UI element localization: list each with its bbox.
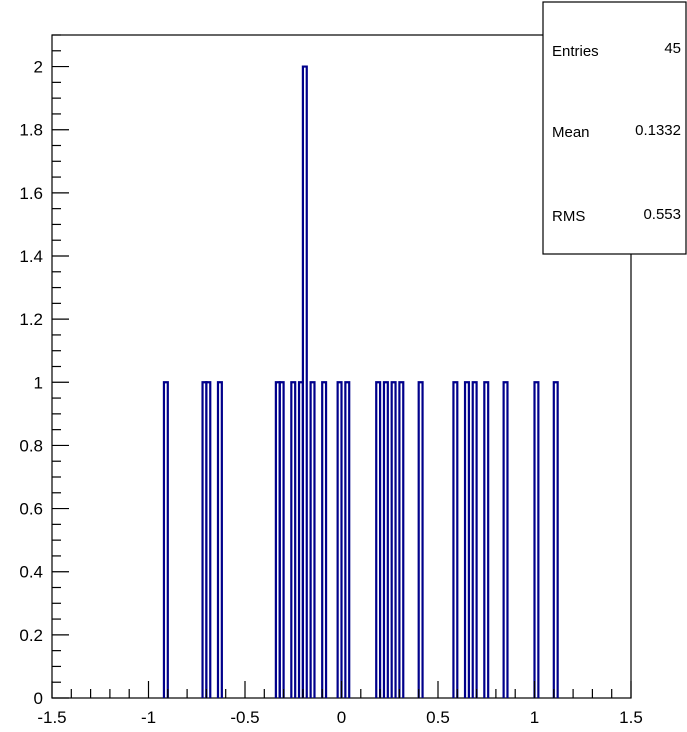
y-tick-label: 1.2 xyxy=(19,310,43,329)
x-tick-label: -1.5 xyxy=(37,708,66,727)
histogram-bin xyxy=(417,381,424,698)
x-tick-label: 1.5 xyxy=(619,708,643,727)
histogram-bin xyxy=(290,381,297,698)
histogram-bin xyxy=(336,381,343,698)
stats-rms-value: 0.553 xyxy=(643,206,681,223)
histogram-bin xyxy=(502,381,509,698)
stats-entries-value: 45 xyxy=(664,40,681,57)
x-tick-label: 0 xyxy=(337,708,346,727)
stats-rms-label: RMS xyxy=(552,208,585,225)
x-tick-label: 1 xyxy=(530,708,539,727)
histogram-bin xyxy=(471,381,478,698)
histogram-bin xyxy=(205,381,212,698)
y-tick-label: 0.8 xyxy=(19,436,43,455)
histogram-bin xyxy=(309,381,316,698)
histogram-bin xyxy=(344,381,351,698)
histogram-bin xyxy=(533,381,540,698)
x-tick-label: -1 xyxy=(141,708,156,727)
stats-mean-label: Mean xyxy=(552,124,590,141)
y-tick-label: 2 xyxy=(34,58,43,77)
histogram-bin xyxy=(463,381,470,698)
y-tick-label: 0.2 xyxy=(19,626,43,645)
histogram-bin xyxy=(390,381,397,698)
histogram-bin xyxy=(483,381,490,698)
x-tick-label: -0.5 xyxy=(230,708,259,727)
y-tick-label: 1.6 xyxy=(19,184,43,203)
histogram-bin xyxy=(278,381,285,698)
histogram-bin xyxy=(301,65,308,698)
y-tick-label: 1.4 xyxy=(19,247,43,266)
y-tick-label: 0.4 xyxy=(19,563,43,582)
histogram-bin xyxy=(375,381,382,698)
histogram-bin xyxy=(552,381,559,698)
histogram-bin xyxy=(321,381,328,698)
y-tick-label: 1 xyxy=(34,373,43,392)
stats-box xyxy=(542,1,687,255)
stats-mean-value: 0.1332 xyxy=(635,122,681,139)
histogram-bin xyxy=(162,381,169,698)
stats-entries-label: Entries xyxy=(552,43,599,60)
histogram-bin xyxy=(398,381,405,698)
y-tick-label: 0 xyxy=(34,689,43,708)
y-tick-label: 0.6 xyxy=(19,500,43,519)
histogram-bin xyxy=(452,381,459,698)
histogram-bin xyxy=(216,381,223,698)
y-tick-label: 1.8 xyxy=(19,121,43,140)
histogram-bin xyxy=(382,381,389,698)
x-tick-label: 0.5 xyxy=(426,708,450,727)
